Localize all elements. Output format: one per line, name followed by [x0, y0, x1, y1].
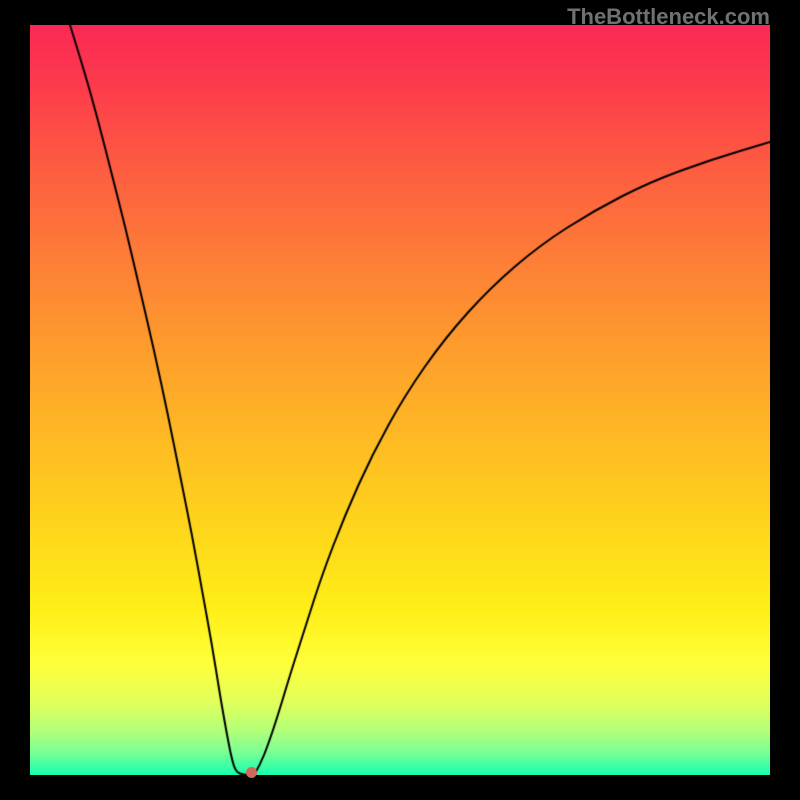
watermark-text: TheBottleneck.com: [567, 4, 770, 30]
chart-container: TheBottleneck.com: [0, 0, 800, 800]
optimum-point-marker: [246, 767, 257, 778]
bottleneck-curve-plot: [30, 25, 770, 775]
